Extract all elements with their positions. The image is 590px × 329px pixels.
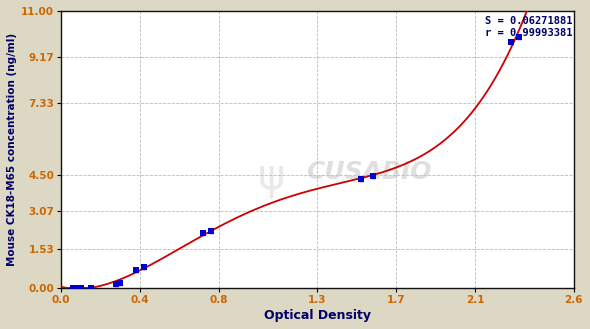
Text: S = 0.06271881
r = 0.99993381: S = 0.06271881 r = 0.99993381 [485, 16, 572, 38]
Text: ψ: ψ [258, 156, 285, 198]
X-axis label: Optical Density: Optical Density [264, 309, 371, 322]
Text: CUSABIO: CUSABIO [306, 160, 431, 184]
Y-axis label: Mouse CK18-M65 concentration (ng/ml): Mouse CK18-M65 concentration (ng/ml) [7, 33, 17, 266]
